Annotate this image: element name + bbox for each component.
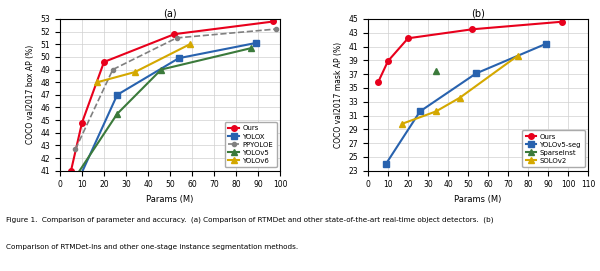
YOLOv6: [94, 80, 101, 84]
YOLOX: [252, 41, 259, 45]
YOLOv5: [158, 68, 165, 71]
PPYOLOE: [72, 148, 79, 151]
X-axis label: Params (M): Params (M): [146, 195, 194, 204]
PPYOLOE: [109, 68, 116, 71]
Title: (a): (a): [163, 8, 177, 18]
Ours: [404, 37, 412, 40]
PPYOLOE: [272, 27, 279, 31]
Y-axis label: COCO val2017 box AP (%): COCO val2017 box AP (%): [26, 45, 35, 144]
Ours: [270, 20, 277, 23]
YOLOv5-seg: [542, 42, 550, 46]
Ours: [559, 20, 566, 23]
Line: YOLOv5-seg: YOLOv5-seg: [383, 41, 549, 167]
YOLOv5-seg: [472, 72, 479, 75]
Ours: [79, 121, 86, 124]
Ours: [67, 169, 74, 172]
YOLOX: [175, 57, 182, 60]
YOLOv6: [186, 43, 193, 46]
YOLOv5: [72, 175, 79, 179]
YOLOv6: [131, 70, 139, 74]
Line: YOLOv6: YOLOv6: [95, 41, 193, 85]
Legend: Ours, YOLOX, PPYOLOE, YOLOv5, YOLOv6: Ours, YOLOX, PPYOLOE, YOLOv5, YOLOv6: [225, 122, 277, 167]
SOLOv2: [457, 96, 464, 99]
YOLOv5: [113, 112, 121, 115]
SOLOv2: [514, 54, 521, 57]
Line: YOLOX: YOLOX: [77, 40, 259, 180]
Text: Figure 1.  Comparison of parameter and accuracy.  (a) Comparison of RTMDet and o: Figure 1. Comparison of parameter and ac…: [6, 217, 493, 223]
Y-axis label: COCO val2017 mask AP (%): COCO val2017 mask AP (%): [334, 42, 343, 148]
Line: SOLOv2: SOLOv2: [399, 53, 521, 127]
YOLOv5-seg: [382, 162, 389, 166]
Line: Ours: Ours: [68, 19, 276, 173]
PPYOLOE: [173, 36, 180, 40]
Line: YOLOv5: YOLOv5: [73, 45, 254, 180]
YOLOv5: [248, 46, 255, 50]
Line: PPYOLOE: PPYOLOE: [73, 27, 278, 151]
Legend: Ours, YOLOv5-seg, SparseInst, SOLOv2: Ours, YOLOv5-seg, SparseInst, SOLOv2: [522, 130, 584, 167]
Ours: [385, 59, 392, 63]
YOLOv5-seg: [416, 110, 424, 113]
Ours: [469, 28, 476, 31]
YOLOX: [113, 93, 121, 96]
SOLOv2: [398, 122, 406, 125]
SOLOv2: [433, 110, 440, 113]
Ours: [374, 81, 382, 84]
Ours: [171, 33, 178, 36]
Line: Ours: Ours: [375, 19, 565, 85]
Title: (b): (b): [471, 8, 485, 18]
X-axis label: Params (M): Params (M): [454, 195, 502, 204]
Ours: [100, 60, 107, 64]
Text: Comparison of RTMDet-Ins and other one-stage instance segmentation methods.: Comparison of RTMDet-Ins and other one-s…: [6, 244, 298, 250]
YOLOX: [76, 175, 83, 179]
